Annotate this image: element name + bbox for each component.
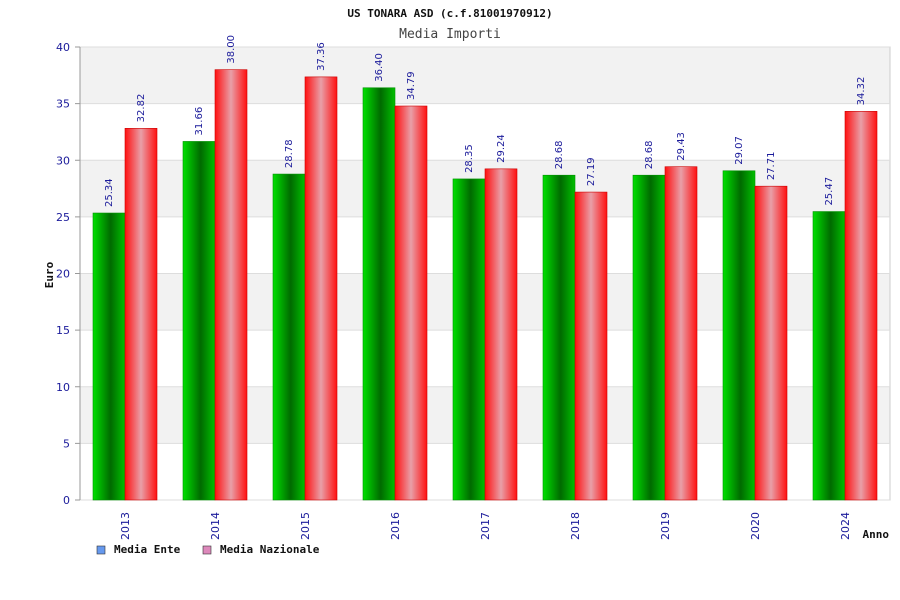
data-label: 25.34	[104, 178, 115, 207]
y-tick-label: 15	[56, 324, 70, 337]
legend: Media Ente Media Nazionale	[96, 543, 320, 556]
plot-band	[80, 47, 890, 104]
data-label: 31.66	[194, 107, 205, 136]
x-tick-label: 2018	[569, 512, 582, 540]
x-tick-label: 2019	[659, 512, 672, 540]
y-tick-label: 35	[56, 98, 70, 111]
data-label: 27.19	[586, 157, 597, 186]
bar-media-ente-2017	[452, 178, 486, 501]
bar-media-nazionale-2016	[394, 105, 428, 501]
legend-label-media-nazionale: Media Nazionale	[220, 543, 320, 556]
bar-media-ente-2020	[722, 170, 756, 501]
data-label: 25.47	[824, 177, 835, 206]
y-tick-label: 5	[63, 437, 70, 450]
data-label: 28.68	[554, 141, 565, 170]
x-tick-label: 2016	[389, 512, 402, 540]
bar-media-nazionale-2024	[844, 111, 878, 501]
bar-media-ente-2019	[632, 174, 666, 501]
value-labels: 25.34 32.82 31.66 38.00 28.78 37.36 36.40 34.79…	[104, 35, 867, 207]
bar-media-nazionale-2017	[484, 168, 518, 501]
data-label: 28.35	[464, 144, 475, 173]
data-label: 29.43	[676, 132, 687, 161]
x-tick-label: 2020	[749, 512, 762, 540]
x-tick-label: 2014	[209, 512, 222, 540]
x-tick-label: 2013	[119, 512, 132, 540]
bar-media-ente-2016	[362, 87, 396, 501]
chart-title: US TONARA ASD (c.f.81001970912)	[347, 7, 552, 20]
data-label: 37.36	[316, 42, 327, 71]
bars	[92, 69, 878, 501]
y-tick-label: 25	[56, 211, 70, 224]
x-tick-label: 2017	[479, 512, 492, 540]
y-tick-label: 40	[56, 41, 70, 54]
x-tick-label: 2015	[299, 512, 312, 540]
data-label: 36.40	[374, 53, 385, 82]
y-tick-label: 10	[56, 381, 70, 394]
data-label: 29.24	[496, 134, 507, 163]
y-tick-label: 0	[63, 494, 70, 507]
y-axis: 0 5 10 15 20 25 30 35 40	[56, 41, 81, 507]
bar-media-ente-2018	[542, 174, 576, 501]
legend-label-media-ente: Media Ente	[114, 543, 181, 556]
x-axis: 2013 2014 2015 2016 2017 2018 2019 2020 2024	[119, 512, 852, 540]
data-label: 32.82	[136, 94, 147, 123]
y-tick-label: 30	[56, 154, 70, 167]
bar-media-ente-2014	[182, 141, 216, 501]
bar-media-nazionale-2018	[574, 191, 608, 501]
bar-media-nazionale-2019	[664, 166, 698, 501]
chart-subtitle: Media Importi	[399, 27, 501, 42]
y-tick-label: 20	[56, 268, 70, 281]
bar-media-nazionale-2014	[214, 69, 248, 501]
x-axis-label: Anno	[863, 528, 890, 541]
data-label: 27.71	[766, 152, 777, 181]
bar-media-ente-2015	[272, 173, 306, 501]
data-label: 28.78	[284, 139, 295, 168]
data-label: 38.00	[226, 35, 237, 64]
legend-swatch-media-ente	[96, 545, 106, 555]
bar-media-nazionale-2015	[304, 76, 338, 501]
data-label: 29.07	[734, 136, 745, 165]
bar-media-ente-2013	[92, 212, 126, 501]
data-label: 28.68	[644, 141, 655, 170]
x-tick-label: 2024	[839, 512, 852, 540]
bar-media-nazionale-2020	[754, 185, 788, 501]
y-axis-label: Euro	[43, 261, 56, 288]
bar-media-ente-2024	[812, 211, 846, 501]
bar-media-nazionale-2013	[124, 128, 158, 501]
data-label: 34.79	[406, 71, 417, 100]
legend-swatch-media-nazionale	[202, 545, 212, 555]
data-label: 34.32	[856, 77, 867, 106]
